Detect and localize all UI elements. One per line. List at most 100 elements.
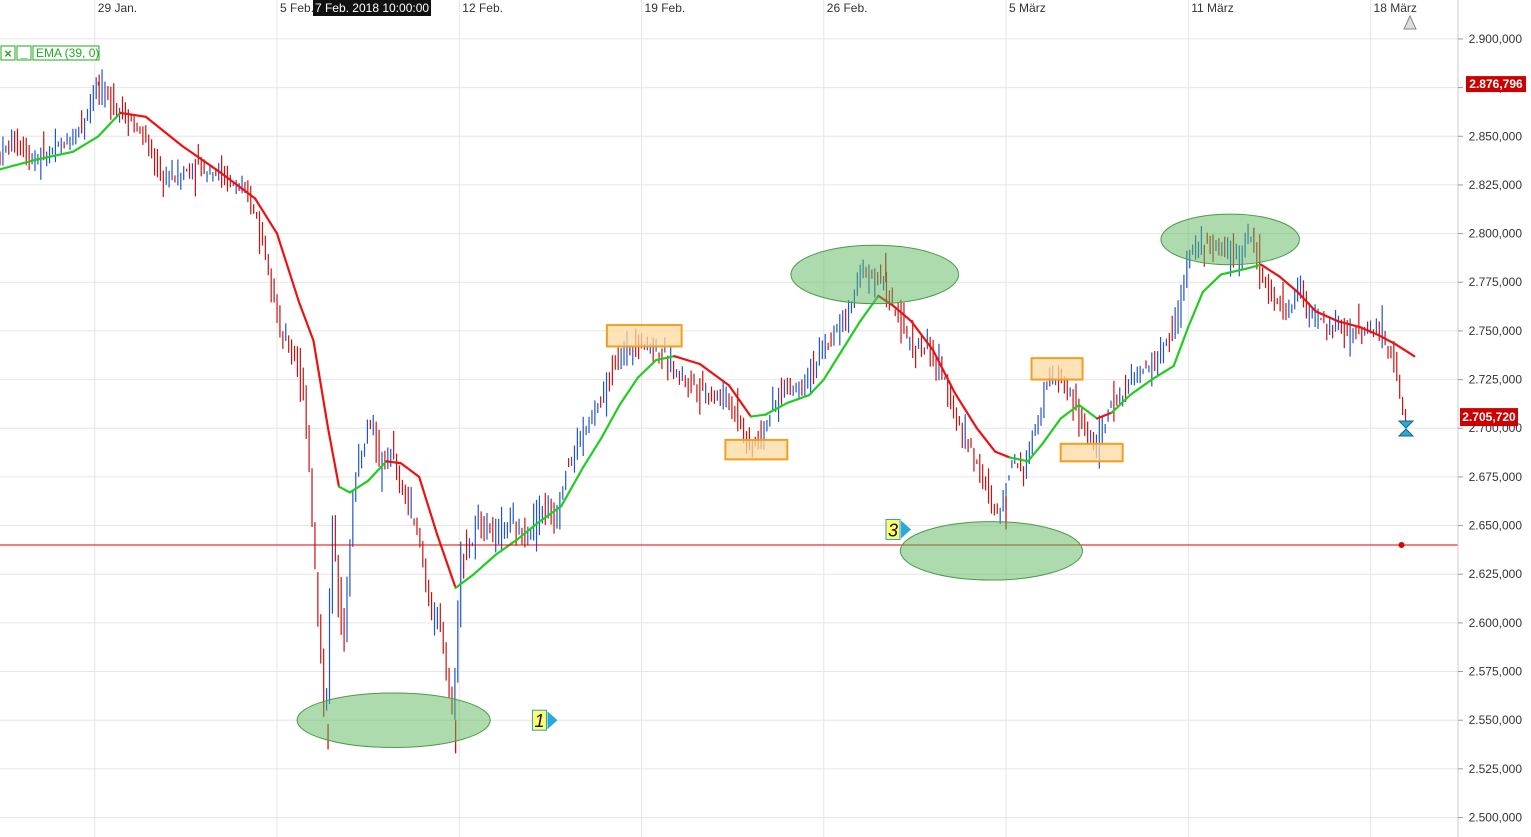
y-tick-label: 2.750,000 [1469, 324, 1523, 338]
ema-segment [119, 111, 147, 118]
ema-segment [1077, 403, 1099, 420]
ema-segment [1394, 343, 1416, 358]
markers[interactable]: 13 [531, 518, 912, 731]
ema-segment [1201, 273, 1223, 294]
indicator-legend: × _ EMA (39, 0) [0, 45, 100, 61]
ema-segment [1026, 442, 1044, 463]
ema-segment [786, 394, 811, 405]
ema-segment [1314, 310, 1339, 323]
ema-segment [1008, 456, 1029, 463]
ema-segment [910, 320, 935, 352]
scroll-up-icon[interactable] [1403, 14, 1417, 30]
ema-segment [454, 573, 475, 589]
gridlines [0, 0, 1458, 837]
ema-segment [636, 359, 658, 379]
ema-segment [144, 115, 184, 148]
ema-segment [1278, 275, 1299, 294]
ema-segment [891, 304, 913, 323]
ema-segment [698, 362, 731, 387]
ema-line [0, 111, 1416, 589]
highlight-ellipse [296, 692, 491, 748]
highlight-box [605, 324, 683, 348]
x-tick-label: 29 Jan. [98, 1, 137, 15]
ema-segment [840, 320, 862, 352]
y-tick-label: 2.500,000 [1469, 811, 1523, 825]
y-tick-label: 2.825,000 [1469, 178, 1523, 192]
price-tag-current: 2.705,720 [1460, 408, 1518, 427]
marker-3: 3 [885, 518, 912, 540]
ema-segment [418, 475, 439, 537]
ema-segment [1059, 403, 1081, 420]
x-tick-label: 11 März [1191, 1, 1233, 15]
ema-segment [1376, 333, 1398, 346]
ema-segment [436, 534, 457, 589]
ema-segment [1187, 290, 1204, 329]
ema-segment [297, 300, 315, 342]
y-tick-label: 2.575,000 [1469, 665, 1523, 679]
ema-segment [181, 144, 220, 173]
indicator-label: EMA (39, 0) [36, 46, 99, 60]
minimize-icon: _ [19, 45, 28, 60]
ema-segment [254, 197, 279, 235]
ema-segment [399, 462, 421, 478]
close-indicator-button[interactable] [0, 45, 16, 61]
indicator-label-box[interactable] [32, 45, 100, 61]
annotations [296, 213, 1300, 748]
minimize-indicator-button[interactable] [16, 45, 32, 61]
ema-segment [326, 427, 341, 488]
ema-segment [1245, 263, 1263, 270]
marker-label: 1 [534, 711, 544, 731]
marker-badge [885, 518, 901, 540]
y-tick-label: 2.550,000 [1469, 713, 1523, 727]
x-tick-label: 26 Feb. [827, 1, 868, 15]
marker-arrow-icon [901, 520, 912, 539]
ema-segment [953, 392, 978, 430]
y-tick-label: 2.650,000 [1469, 519, 1523, 533]
x-axis: 29 Jan. 5 Feb. 12 Feb. 19 Feb. 26 Feb. 5 März… [98, 1, 1417, 15]
support-line [0, 542, 1458, 549]
y-tick-label: 2.625,000 [1469, 567, 1523, 581]
x-tick-label: 18 März [1374, 1, 1417, 15]
ema-segment [1128, 378, 1153, 397]
ema-segment [35, 150, 75, 161]
ema-segment [749, 413, 767, 418]
marker-badge [531, 709, 547, 731]
ema-segment [1296, 290, 1317, 313]
ema-segment [1150, 364, 1175, 381]
x-tick-label: 5 März [1009, 1, 1046, 15]
ema-segment [975, 427, 997, 453]
ema-segment [560, 466, 585, 508]
ema-segment [472, 553, 497, 576]
marker-1: 1 [531, 709, 558, 731]
ema-segment [348, 479, 370, 494]
ema-segment [1096, 411, 1113, 420]
ema-segment [822, 349, 844, 381]
y-tick-label: 2.600,000 [1469, 616, 1523, 630]
y-tick-label: 2.900,000 [1469, 32, 1523, 46]
ema-segment [1219, 267, 1248, 276]
ema-segment [275, 232, 300, 303]
alert-hourglass-icon[interactable] [1397, 420, 1415, 437]
y-tick-label: 2.850,000 [1469, 129, 1523, 143]
ema-segment [217, 170, 257, 200]
x-tick-label: 5 Feb. [280, 1, 314, 15]
ema-segment [654, 355, 676, 362]
support-level-dot [1398, 542, 1405, 549]
y-tick-label: 2.525,000 [1469, 762, 1523, 776]
crosshair-date-label: 7 Feb. 2018 10:00:00 [313, 0, 431, 16]
x-tick-label: 19 Feb. [645, 1, 686, 15]
y-tick-label: 2.775,000 [1469, 275, 1523, 289]
highlight-ellipse [1160, 213, 1300, 266]
crosshair-date-text: 7 Feb. 2018 10:00:00 [315, 1, 429, 15]
ema-segment [1172, 325, 1190, 368]
ema-segment [337, 485, 352, 494]
price-tag-upper: 2.876,796 [1466, 76, 1526, 93]
ema-segment [494, 538, 519, 556]
highlight-ellipse [899, 521, 1084, 581]
price-tag-current-text: 2.705,720 [1462, 410, 1516, 424]
ema-segment [993, 450, 1011, 459]
price-tag-upper-text: 2.876,796 [1469, 77, 1523, 91]
y-tick-label: 2.800,000 [1469, 227, 1523, 241]
